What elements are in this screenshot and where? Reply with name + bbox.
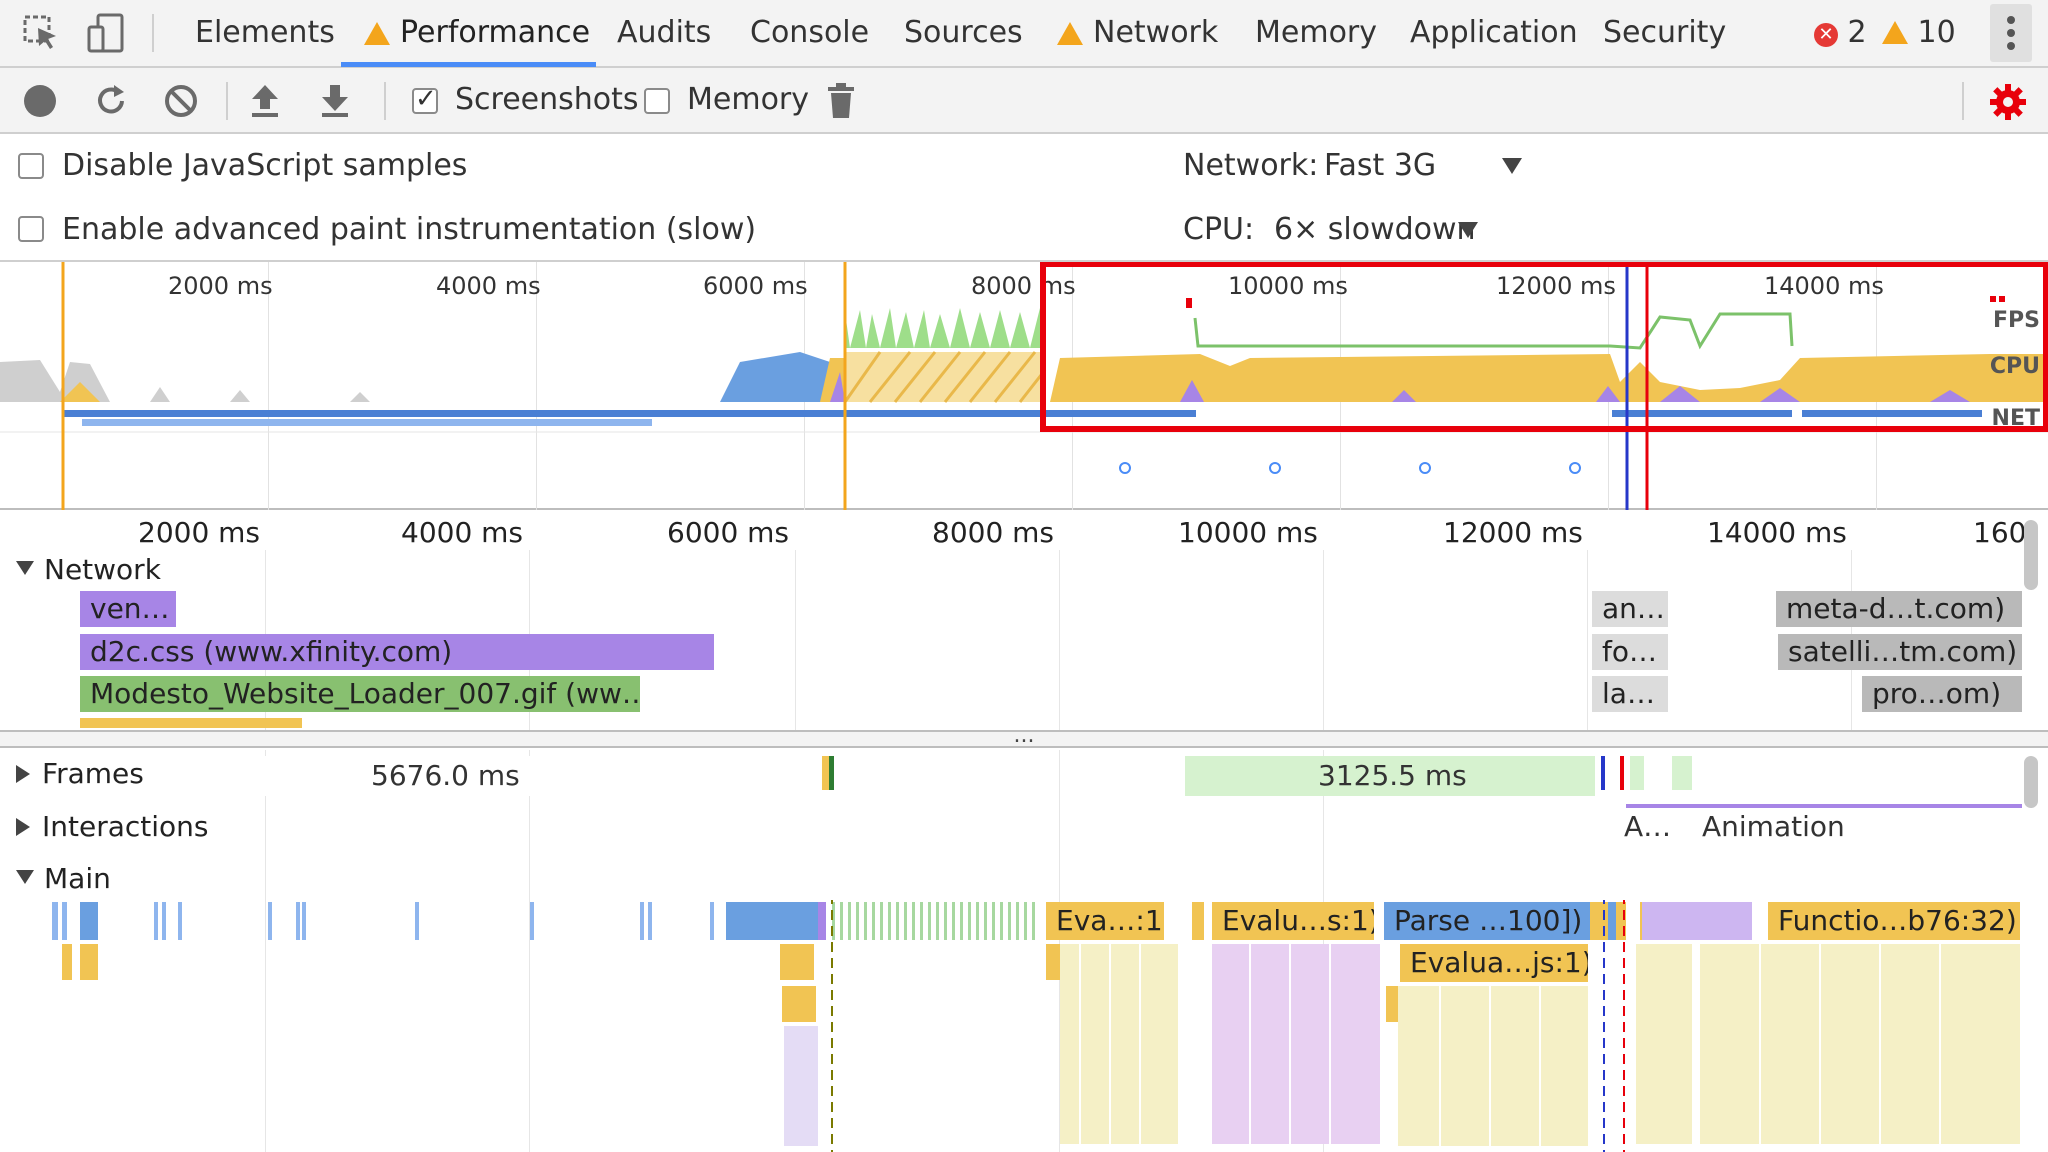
ruler-tick: 6000 ms: [667, 516, 790, 549]
capture-settings-pane: Disable JavaScript samples Enable advanc…: [0, 134, 2048, 262]
overview-graph: [0, 262, 2048, 510]
expand-arrow-icon: [16, 870, 34, 884]
frames-track-header[interactable]: Frames: [16, 757, 144, 790]
network-scrollbar[interactable]: [2024, 520, 2038, 590]
network-request-bar[interactable]: pro…om): [1862, 676, 2022, 712]
screenshots-label: Screenshots: [455, 82, 639, 117]
expand-arrow-icon: [16, 765, 30, 783]
network-request-bar[interactable]: Modesto_Website_Loader_007.gif (ww…: [80, 676, 640, 712]
memory-checkbox[interactable]: [644, 88, 670, 114]
flame-event[interactable]: Evalua…js:1): [1400, 944, 1588, 982]
flame-event[interactable]: Evalu…s:1): [1212, 902, 1374, 940]
network-request-bar[interactable]: meta-d…t.com): [1776, 591, 2022, 627]
overview-tick: 2000 ms: [168, 272, 273, 300]
main-flame-chart: [52, 900, 2020, 1152]
more-vert-icon: [2007, 16, 2015, 50]
ruler-tick: 12000 ms: [1443, 516, 1583, 549]
pane-splitter[interactable]: ...: [0, 725, 2048, 748]
frames-scrollbar[interactable]: [2024, 756, 2038, 808]
flame-event[interactable]: Eva…:1): [1046, 902, 1164, 940]
network-throttle-label: Network:: [1183, 148, 1319, 183]
save-profile-button[interactable]: [318, 82, 352, 120]
active-tab-indicator: [341, 62, 596, 67]
main-track-header[interactable]: Main: [16, 862, 111, 895]
flame-event[interactable]: Parse …100]): [1384, 902, 1590, 940]
trash-icon[interactable]: [826, 82, 856, 120]
error-count[interactable]: ✕ 2: [1814, 0, 1867, 66]
tab-memory[interactable]: Memory: [1255, 15, 1378, 50]
warning-icon: [364, 22, 390, 45]
settings-gear-icon[interactable]: [1988, 82, 2028, 122]
timeline-ruler: 2000 ms 4000 ms 6000 ms 8000 ms 10000 ms…: [0, 510, 2048, 552]
record-button[interactable]: [24, 85, 56, 117]
disable-js-samples-checkbox[interactable]: [18, 153, 44, 179]
tab-security[interactable]: Security: [1603, 15, 1727, 50]
ruler-tick: 10000 ms: [1178, 516, 1318, 549]
timeline-overview[interactable]: 2000 ms 4000 ms 6000 ms 8000 ms 10000 ms…: [0, 262, 2048, 510]
interaction-label[interactable]: A…: [1624, 810, 1672, 843]
overview-tick: 10000 ms: [1228, 272, 1348, 300]
network-request-bar[interactable]: ven…: [80, 591, 176, 627]
tab-console[interactable]: Console: [750, 15, 870, 50]
interaction-label[interactable]: Animation: [1702, 810, 1845, 843]
network-request-bar[interactable]: fo…: [1592, 634, 1668, 670]
network-request-bar[interactable]: satelli…tm.com): [1778, 634, 2022, 670]
dropdown-arrow-icon: [1458, 222, 1478, 238]
interactions-track-header[interactable]: Interactions: [16, 810, 209, 843]
clear-button[interactable]: [162, 82, 200, 120]
network-throttle-select[interactable]: Fast 3G: [1322, 148, 1522, 188]
overview-tick: 14000 ms: [1764, 272, 1884, 300]
expand-arrow-icon: [16, 561, 34, 575]
expand-arrow-icon: [16, 818, 30, 836]
load-profile-button[interactable]: [248, 82, 282, 120]
net-label: NET: [1991, 406, 2040, 431]
ruler-tick: 8000 ms: [932, 516, 1055, 549]
tab-performance[interactable]: Performance: [364, 0, 590, 66]
reload-record-button[interactable]: [92, 82, 130, 120]
fps-label: FPS: [1993, 308, 2040, 333]
cpu-throttle-label: CPU:: [1183, 212, 1255, 247]
warning-icon: [1057, 22, 1083, 45]
screenshots-checkbox[interactable]: [412, 84, 438, 114]
error-icon: ✕: [1814, 23, 1838, 47]
network-request-bar[interactable]: la…: [1592, 676, 1668, 712]
frame-bar[interactable]: 5676.0 ms: [265, 756, 825, 796]
tab-application[interactable]: Application: [1410, 15, 1578, 50]
performance-toolbar: Screenshots Memory: [0, 68, 2048, 134]
ruler-tick: 4000 ms: [401, 516, 524, 549]
overview-tick: 6000 ms: [703, 272, 808, 300]
tab-network[interactable]: Network: [1057, 0, 1218, 66]
tab-sources[interactable]: Sources: [904, 15, 1023, 50]
ruler-tick: 14000 ms: [1707, 516, 1847, 549]
flame-event[interactable]: Functio…b76:32): [1768, 902, 2020, 940]
tab-audits[interactable]: Audits: [617, 15, 712, 50]
cpu-label: CPU: [1989, 354, 2040, 379]
memory-label: Memory: [687, 82, 810, 117]
overview-tick: 12000 ms: [1496, 272, 1616, 300]
disable-js-samples-label: Disable JavaScript samples: [62, 148, 468, 183]
network-request-bar[interactable]: an…: [1592, 591, 1668, 627]
frame-bar[interactable]: 3125.5 ms: [1185, 756, 1595, 796]
warning-count[interactable]: 10: [1882, 0, 1956, 66]
cpu-throttle-select[interactable]: 6× slowdown: [1272, 212, 1512, 252]
ruler-tick: 160: [1973, 516, 2027, 549]
ruler-tick: 2000 ms: [138, 516, 261, 549]
tab-elements[interactable]: Elements: [195, 15, 335, 50]
device-toolbar-icon[interactable]: [86, 12, 126, 54]
network-track-header[interactable]: Network: [16, 553, 161, 586]
inspect-element-icon[interactable]: [22, 14, 60, 52]
customize-menu-button[interactable]: [1990, 4, 2032, 62]
dropdown-arrow-icon: [1502, 158, 1522, 174]
devtools-tab-bar: Elements Performance Audits Console Sour…: [0, 0, 2048, 68]
advanced-paint-label: Enable advanced paint instrumentation (s…: [62, 212, 757, 247]
overview-tick: 8000 ms: [971, 272, 1076, 300]
warning-icon: [1882, 21, 1908, 44]
advanced-paint-checkbox[interactable]: [18, 216, 44, 242]
network-request-bar[interactable]: d2c.css (www.xfinity.com): [80, 634, 714, 670]
overview-tick: 4000 ms: [436, 272, 541, 300]
